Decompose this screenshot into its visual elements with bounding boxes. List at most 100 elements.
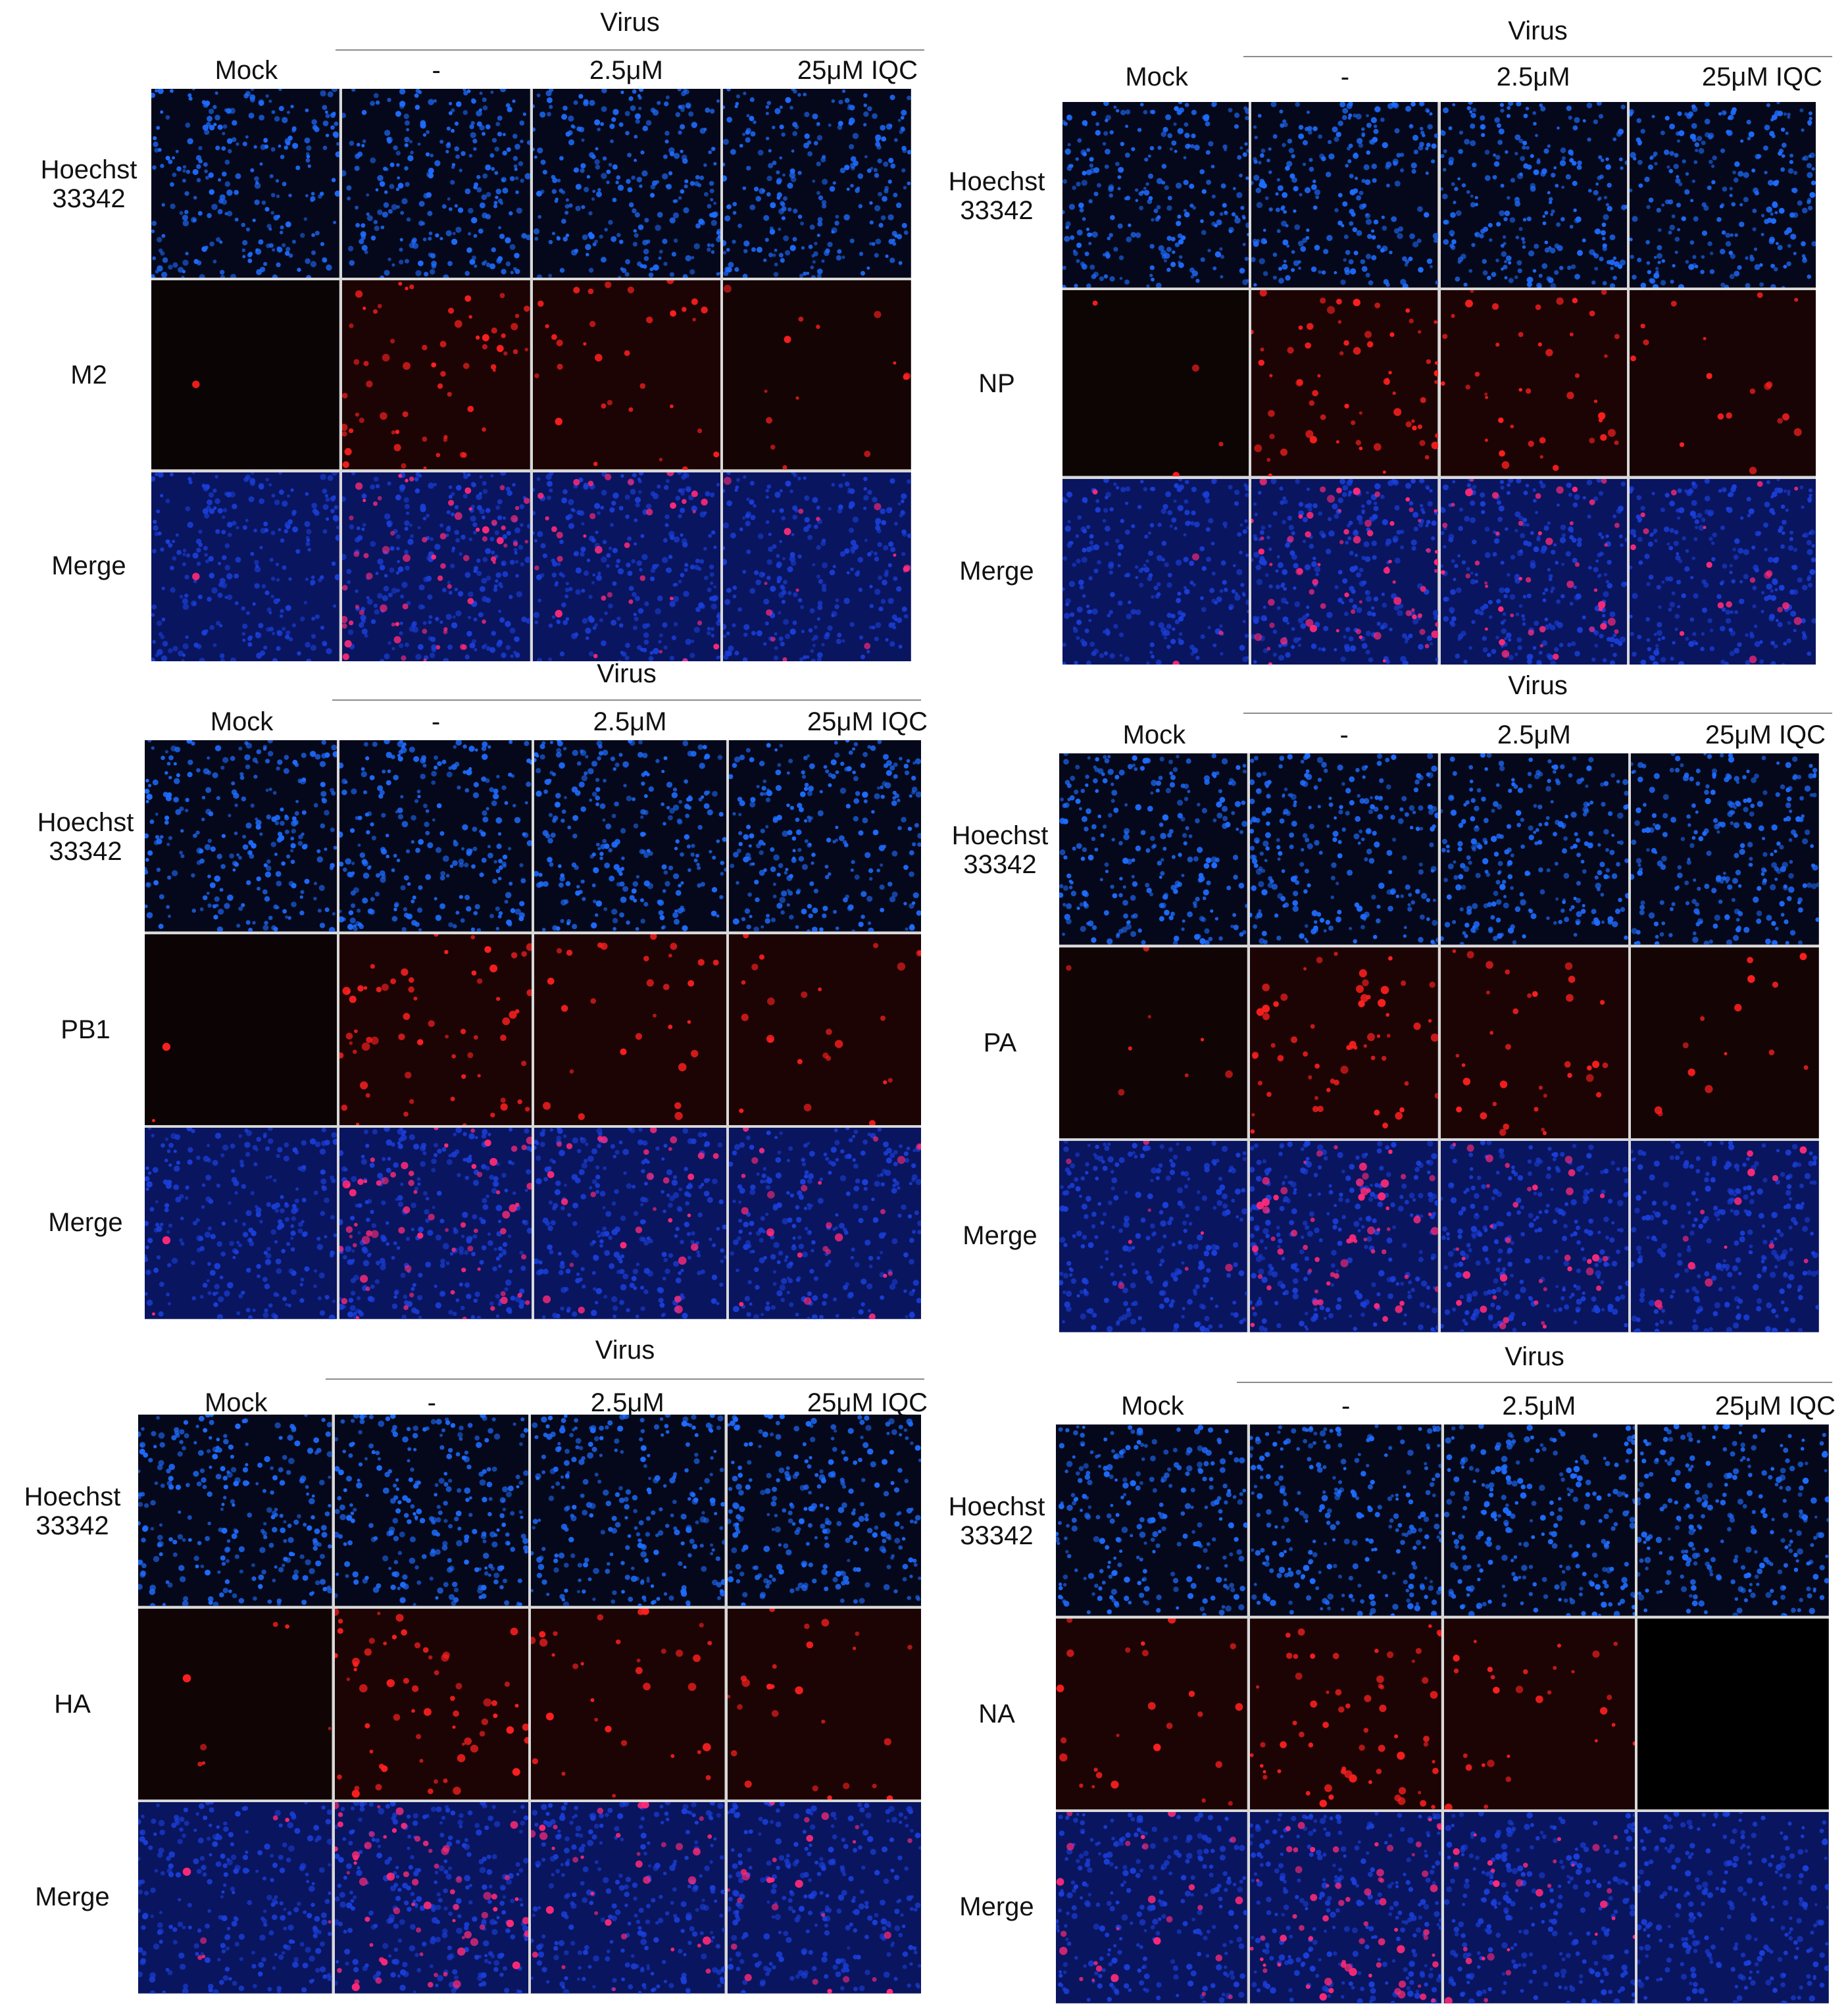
micrograph-tile	[531, 1802, 725, 1994]
micrograph-tile	[341, 472, 530, 661]
micrograph-tile	[339, 1128, 532, 1319]
row-label: NP	[978, 368, 1015, 398]
micrograph-tile	[145, 1128, 337, 1319]
micrograph-tile	[1249, 1424, 1441, 1616]
micrograph-tile	[531, 1415, 725, 1606]
micrograph-tile	[1637, 1618, 1829, 1810]
column-label: Mock	[210, 707, 274, 736]
micrograph-tile	[727, 1802, 921, 1994]
micrograph-grid	[1059, 753, 1819, 1332]
micrograph-tile	[334, 1802, 528, 1994]
micrograph-tile	[729, 740, 921, 932]
row-label: PA	[983, 1028, 1017, 1057]
virus-label: Virus	[600, 8, 660, 37]
row-label: Merge	[959, 1892, 1034, 1922]
column-label: 2.5μM	[1497, 720, 1571, 749]
micrograph-tile	[723, 89, 911, 278]
column-label: 2.5μM	[589, 56, 663, 85]
micrograph-tile	[1637, 1812, 1829, 2003]
virus-label: Virus	[595, 1336, 655, 1365]
micrograph-tile	[145, 740, 337, 932]
row-label: Hoechst 33342	[951, 820, 1049, 879]
micrograph-grid	[1056, 1424, 1829, 2003]
virus-label: Virus	[1508, 671, 1568, 700]
row-label: Merge	[51, 551, 126, 580]
virus-bracket-line	[332, 699, 921, 701]
micrograph-tile	[145, 934, 337, 1126]
row-label: Hoechst 33342	[948, 166, 1045, 225]
micrograph-tile	[1251, 478, 1438, 665]
column-label: Mock	[1125, 63, 1188, 91]
micrograph-tile	[1443, 1812, 1636, 2003]
row-label: PB1	[61, 1015, 111, 1044]
micrograph-tile	[1056, 1424, 1247, 1616]
micrograph-tile	[1440, 102, 1627, 288]
micrograph-tile	[1059, 947, 1247, 1139]
row-label: Hoechst 33342	[948, 1492, 1045, 1550]
micrograph-tile	[1249, 753, 1438, 945]
micrograph-tile	[1631, 947, 1819, 1139]
micrograph-tile	[1062, 102, 1249, 288]
micrograph-tile	[727, 1415, 921, 1606]
micrograph-tile	[1249, 1618, 1441, 1810]
column-label: -	[1340, 63, 1350, 91]
micrograph-tile	[534, 1128, 726, 1319]
row-label: Hoechst 33342	[24, 1482, 121, 1540]
column-label: -	[431, 707, 441, 736]
column-label: -	[1339, 720, 1349, 749]
micrograph-tile	[1637, 1424, 1829, 1616]
micrograph-tile	[1062, 478, 1249, 665]
micrograph-tile	[151, 472, 339, 661]
column-label: Mock	[1121, 1392, 1184, 1421]
virus-bracket-line	[1243, 56, 1832, 57]
micrograph-tile	[723, 280, 911, 470]
micrograph-tile	[1249, 947, 1438, 1139]
micrograph-tile	[1249, 1141, 1438, 1332]
micrograph-grid	[138, 1415, 921, 1994]
column-label: 25μM IQC	[1714, 1392, 1836, 1421]
micrograph-tile	[1443, 1618, 1636, 1810]
row-label: HA	[54, 1690, 91, 1719]
micrograph-grid	[1062, 102, 1816, 665]
micrograph-tile	[1440, 753, 1629, 945]
micrograph-tile	[151, 89, 339, 278]
micrograph-tile	[1059, 1141, 1247, 1332]
column-label: Mock	[204, 1388, 268, 1417]
virus-bracket-line	[1243, 713, 1832, 714]
micrograph-tile	[334, 1415, 528, 1606]
row-label: Hoechst 33342	[40, 155, 137, 213]
column-label: Mock	[1122, 720, 1186, 749]
row-label: Merge	[959, 556, 1034, 586]
column-label: -	[432, 56, 441, 85]
column-label: 2.5μM	[1496, 63, 1570, 91]
micrograph-tile	[1440, 290, 1627, 476]
column-label: Mock	[214, 56, 278, 85]
micrograph-tile	[1056, 1812, 1247, 2003]
micrograph-tile	[339, 740, 532, 932]
column-label: 25μM IQC	[1705, 720, 1826, 749]
column-label: 2.5μM	[1502, 1392, 1576, 1421]
row-label: Merge	[35, 1882, 110, 1912]
column-label: 2.5μM	[590, 1388, 664, 1417]
micrograph-tile	[341, 89, 530, 278]
virus-bracket-line	[1237, 1382, 1832, 1383]
row-label: NA	[978, 1700, 1015, 1728]
micrograph-tile	[532, 280, 721, 470]
micrograph-tile	[532, 89, 721, 278]
micrograph-tile	[1440, 1141, 1629, 1332]
micrograph-tile	[151, 280, 339, 470]
micrograph-tile	[1443, 1424, 1636, 1616]
column-label: -	[1341, 1392, 1351, 1421]
micrograph-tile	[1631, 753, 1819, 945]
micrograph-tile	[138, 1415, 332, 1606]
micrograph-tile	[534, 934, 726, 1126]
micrograph-tile	[1631, 1141, 1819, 1332]
virus-label: Virus	[1508, 16, 1568, 45]
column-label: 2.5μM	[593, 707, 667, 736]
virus-bracket-line	[336, 49, 924, 51]
micrograph-tile	[531, 1608, 725, 1800]
micrograph-tile	[1629, 478, 1816, 665]
row-label: Merge	[962, 1221, 1037, 1251]
micrograph-tile	[1251, 290, 1438, 476]
virus-bracket-line	[326, 1378, 924, 1380]
